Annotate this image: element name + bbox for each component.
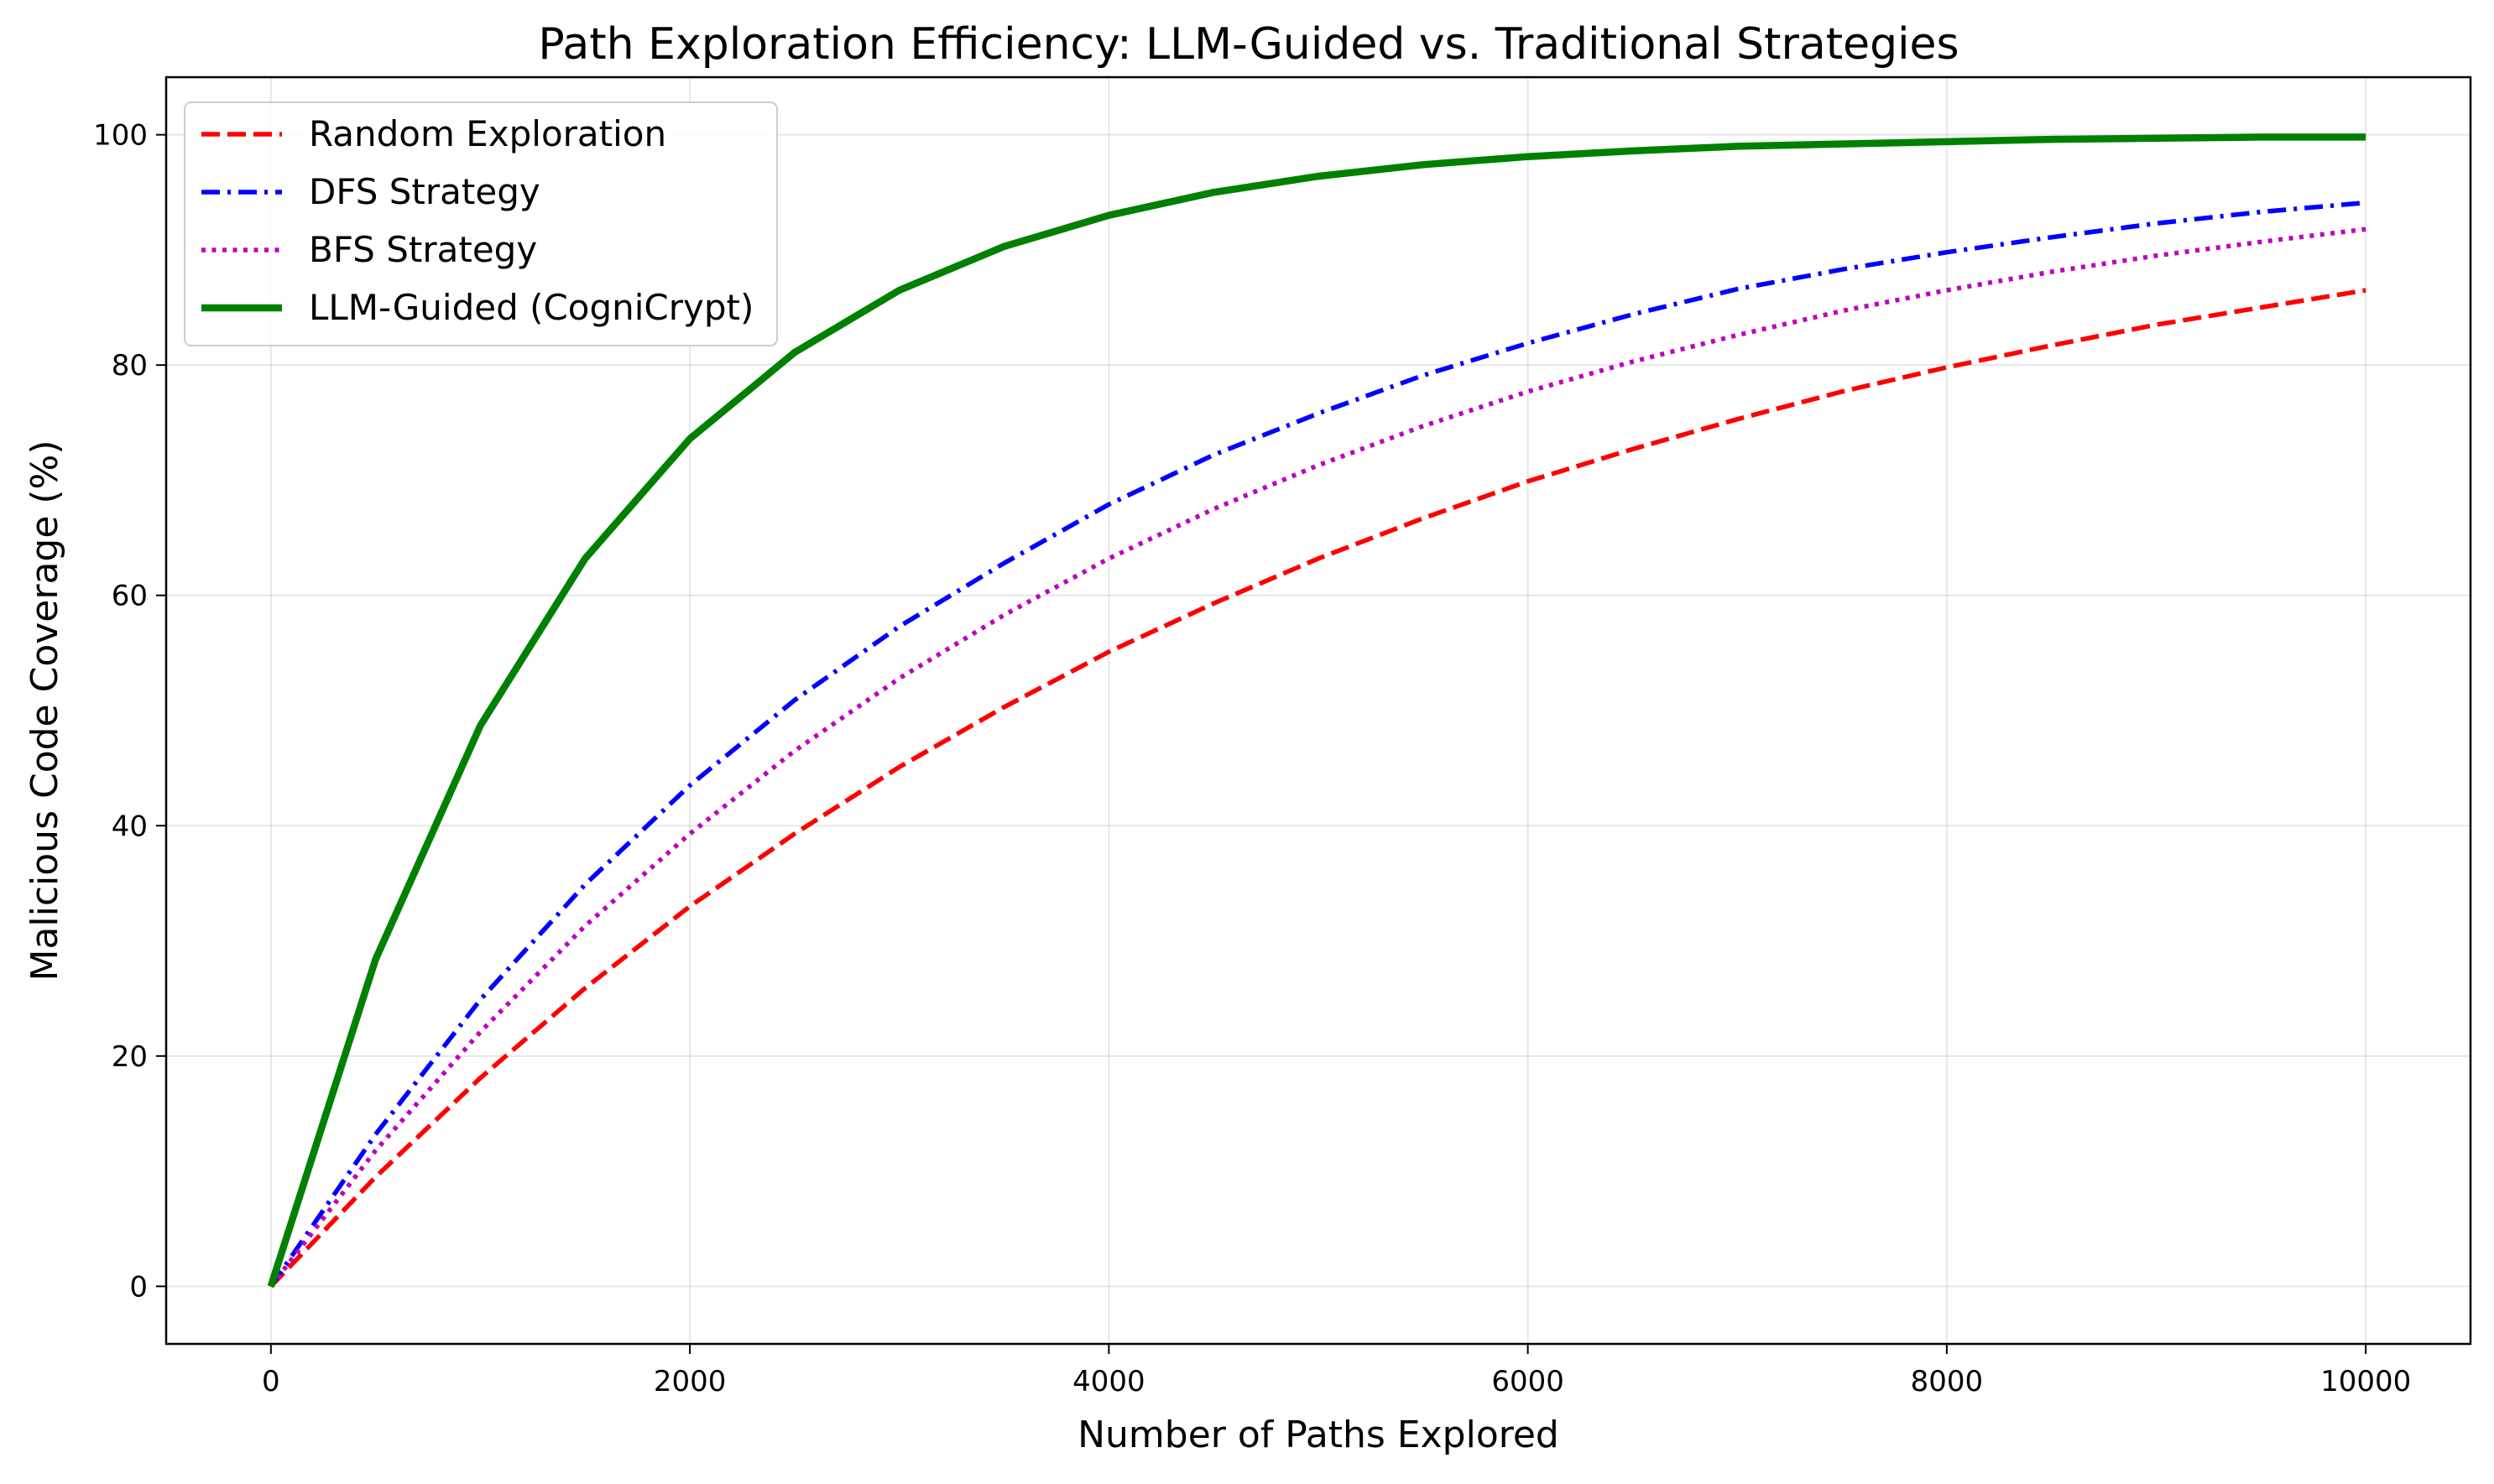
legend: Random Exploration DFS Strategy BFS Strate… — [184, 102, 778, 346]
legend-label: BFS Strategy — [309, 229, 537, 270]
y-tick-label: 20 — [112, 1040, 148, 1074]
y-axis-ticks: 0 20 40 60 80 100 — [93, 119, 166, 1304]
y-axis-label: Malicious Code Coverage (%) — [23, 440, 66, 981]
series-layer — [267, 133, 2366, 1289]
grid — [166, 77, 2471, 1344]
y-tick-label: 80 — [112, 349, 148, 383]
series-line-llm-guided-cognicrypt — [267, 133, 2366, 1288]
series-line-bfs-strategy — [269, 227, 2366, 1289]
x-tick-label: 8000 — [1911, 1365, 1984, 1398]
x-axis-ticks: 0 2000 4000 6000 8000 10000 — [262, 1344, 2411, 1398]
y-tick-label: 0 — [129, 1270, 148, 1304]
chart-title: Path Exploration Efficiency: LLM-Guided … — [538, 19, 1959, 70]
x-axis-label: Number of Paths Explored — [1077, 1414, 1559, 1456]
y-tick-label: 40 — [112, 810, 148, 843]
legend-label: Random Exploration — [309, 113, 666, 154]
y-tick-label: 60 — [112, 580, 148, 613]
y-tick-label: 100 — [93, 119, 148, 153]
series-line-random-exploration — [269, 288, 2366, 1289]
plot-frame — [164, 76, 2472, 1346]
x-tick-label: 2000 — [654, 1365, 727, 1398]
x-tick-label: 0 — [262, 1365, 280, 1398]
x-tick-label: 6000 — [1491, 1365, 1564, 1398]
legend-label: DFS Strategy — [309, 171, 540, 212]
x-tick-label: 4000 — [1072, 1365, 1145, 1398]
x-tick-label: 10000 — [2320, 1365, 2411, 1398]
legend-box — [184, 102, 778, 346]
series-line-dfs-strategy — [269, 200, 2366, 1288]
legend-label: LLM-Guided (CogniCrypt) — [309, 287, 754, 328]
legend-entries: Random Exploration DFS Strategy BFS Strate… — [201, 113, 754, 328]
